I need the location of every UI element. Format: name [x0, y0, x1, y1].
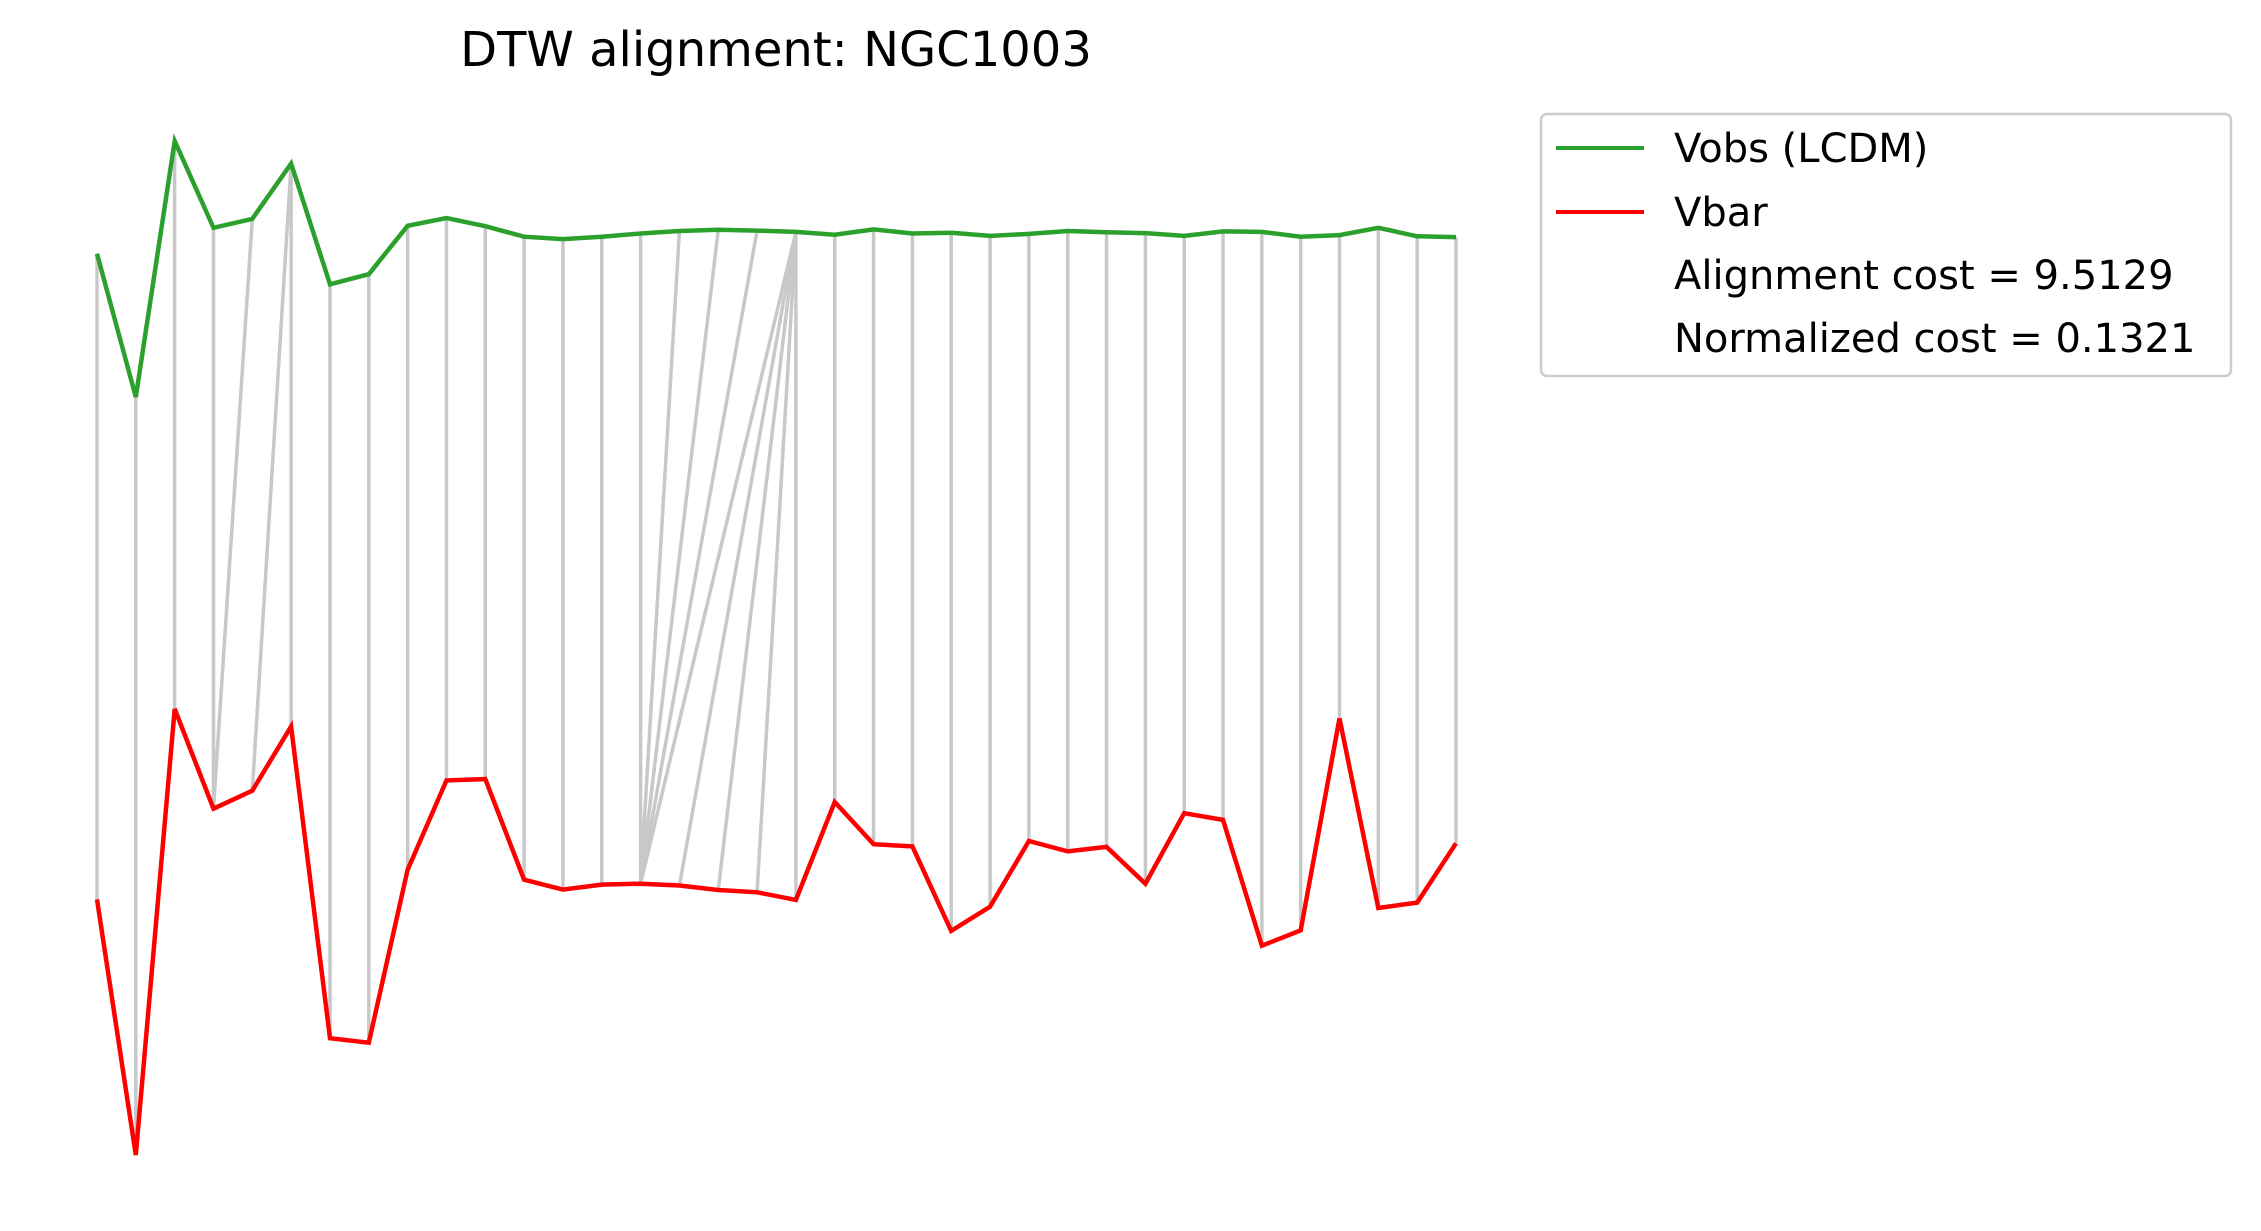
series-lines — [94, 133, 1458, 1156]
alignment-line — [250, 163, 293, 791]
series-line-vbar — [94, 708, 1458, 1156]
legend-frame — [1539, 112, 2233, 378]
alignment-line — [638, 229, 720, 884]
alignment-line — [716, 231, 798, 891]
legend: Vobs (LCDM) Vbar Alignment cost = 9.5129… — [1539, 112, 2233, 378]
alignment-line — [211, 218, 255, 809]
alignment-lines — [95, 141, 1458, 1155]
alignment-line — [638, 231, 798, 885]
alignment-line — [638, 230, 759, 885]
chart-title: DTW alignment: NGC1003 — [460, 22, 1092, 78]
legend-alignment-cost: Alignment cost = 9.5129 — [1674, 253, 2174, 299]
alignment-line — [638, 230, 682, 884]
series-line-vobs — [94, 133, 1457, 398]
legend-label-vbar: Vbar — [1674, 190, 1768, 236]
alignment-line — [755, 231, 798, 893]
legend-label-vobs: Vobs (LCDM) — [1674, 126, 1928, 172]
alignment-line — [677, 231, 798, 886]
legend-normalized-cost: Normalized cost = 0.1321 — [1674, 316, 2195, 362]
